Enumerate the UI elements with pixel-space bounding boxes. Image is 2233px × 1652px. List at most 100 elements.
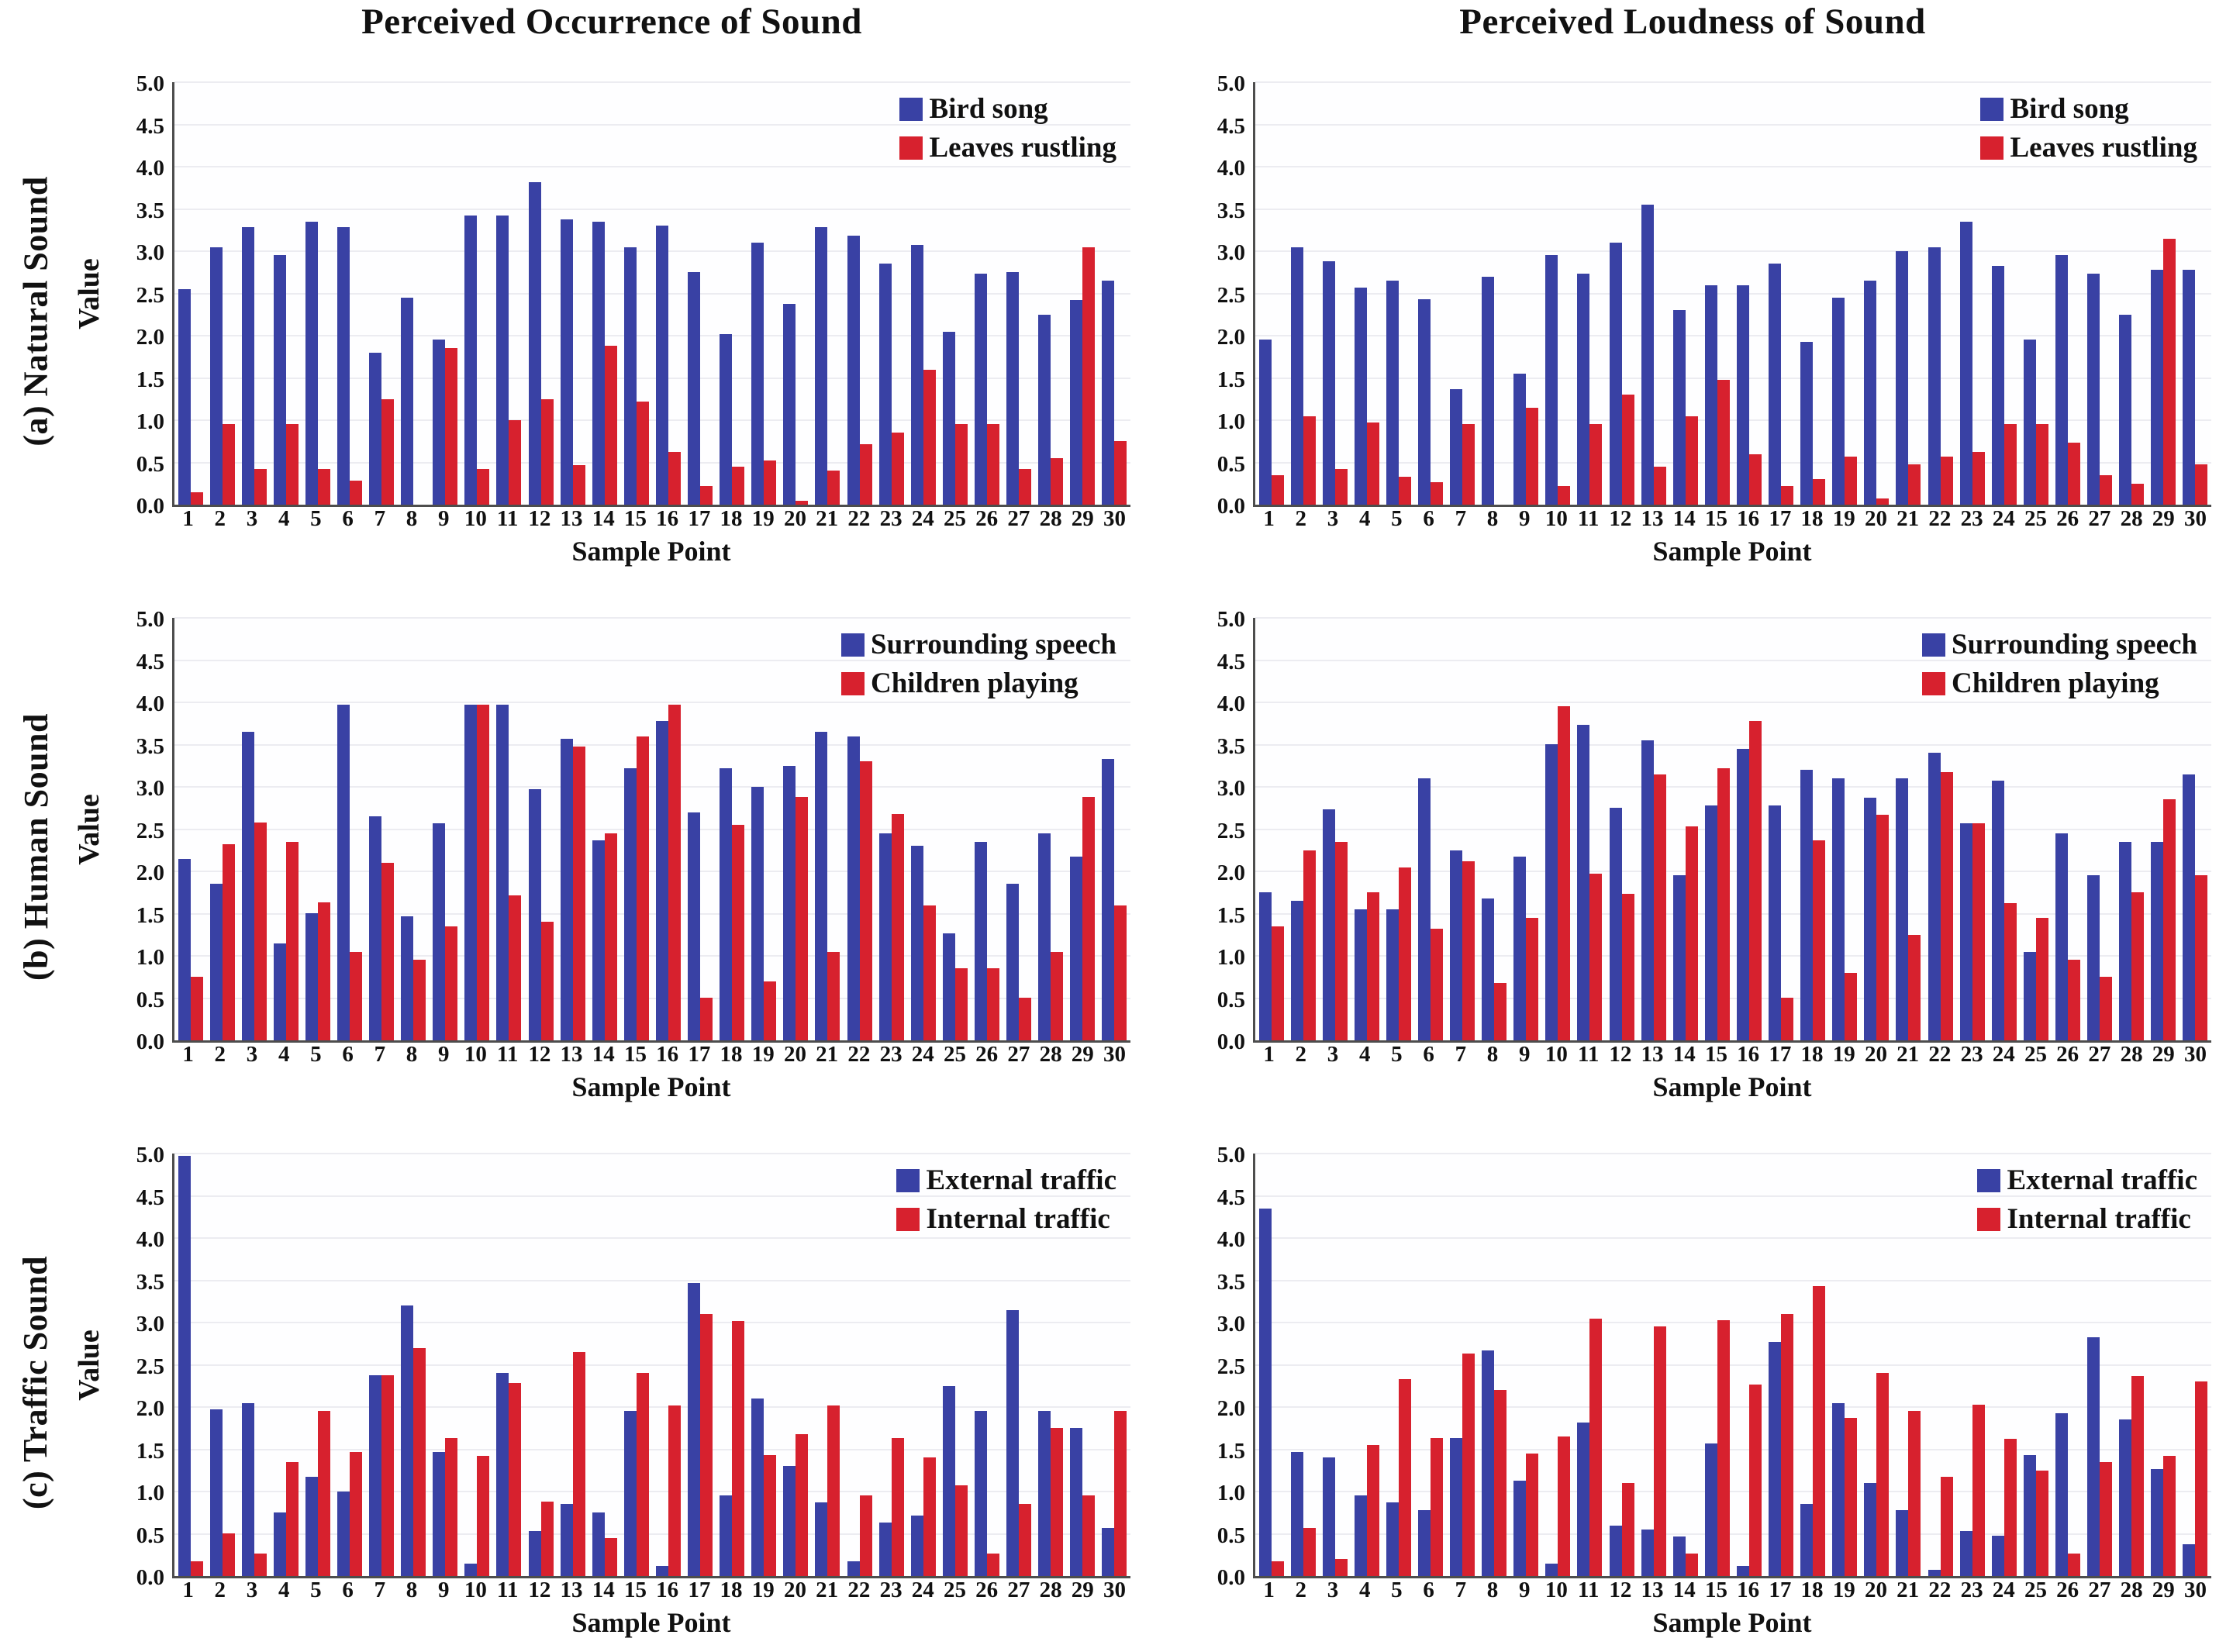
bar-group-7	[366, 618, 398, 1040]
bar-surrounding-speech-s26	[2055, 833, 2068, 1040]
bar-internal-traffic-s5	[1398, 1379, 1411, 1576]
x-tick-label: 23	[1960, 1042, 1983, 1067]
bar-internal-traffic-s8	[1494, 1390, 1507, 1576]
bar-external-traffic-s25	[2023, 1455, 2036, 1576]
y-axis-title-cell: Value	[71, 618, 107, 1040]
bar-internal-traffic-s14	[1685, 1554, 1698, 1576]
bar-group-15	[1701, 618, 1733, 1040]
gridline	[174, 702, 1130, 703]
bar-group-5	[302, 82, 333, 505]
x-axis-ticks: 1 2 3 4 5 6 7 8 9 10 11 12 13 14 15 16 17 18 19 20 21 22 23 24 2…	[172, 1576, 1130, 1604]
bar-group-27	[1003, 1154, 1034, 1576]
y-tick-label: 0.5	[136, 987, 164, 1012]
bar-internal-traffic-s30	[2195, 1381, 2208, 1576]
bar-group-7	[1447, 618, 1479, 1040]
gridline	[1255, 461, 2211, 464]
bar-leaves-rustling-s20	[1876, 498, 1890, 505]
gridline	[174, 786, 1130, 788]
legend-label: Children playing	[871, 667, 1079, 699]
x-tick-label: 15	[623, 506, 647, 531]
bar-group-28	[1035, 618, 1067, 1040]
bar-external-traffic-s11	[496, 1373, 509, 1576]
bar-internal-traffic-s18	[732, 1321, 745, 1576]
x-tick-label: 18	[720, 1042, 743, 1067]
chart-traffic-loudness: 5.0 4.5 4.0 3.5 3.0 2.5 2.0 1.5 1.0 0.5 0.0 Extern…	[1152, 1115, 2233, 1650]
legend-swatch-red	[899, 136, 923, 160]
bar-group-23	[1956, 1154, 1988, 1576]
y-tick-label: 4.5	[1217, 649, 1245, 674]
plot-wrap: Value 5.0 4.5 4.0 3.5 3.0 2.5 2.0 1.5 1.0 0.5 0.0 …	[71, 607, 1152, 1054]
bar-external-traffic-s24	[910, 1516, 923, 1576]
bar-children-playing-s28	[2131, 892, 2145, 1040]
bar-internal-traffic-s24	[923, 1457, 936, 1576]
bars-layer	[174, 618, 1130, 1040]
gridline	[174, 81, 1130, 83]
bar-external-traffic-s23	[1959, 1531, 1972, 1576]
x-tick-label: 5	[310, 1042, 322, 1067]
x-tick-label: 21	[816, 1042, 839, 1067]
bar-group-18	[1797, 82, 1829, 505]
x-tick-label: 11	[496, 506, 519, 531]
x-tick-label: 2	[214, 506, 226, 531]
gridline	[174, 335, 1130, 336]
y-tick-label: 4.5	[1217, 113, 1245, 139]
bar-children-playing-s7	[1462, 861, 1475, 1040]
bar-children-playing-s22	[859, 761, 872, 1040]
x-tick-label: 30	[1103, 1042, 1126, 1067]
x-tick-label: 15	[1704, 506, 1727, 531]
bar-internal-traffic-s11	[1589, 1319, 1603, 1576]
bar-external-traffic-s23	[878, 1523, 892, 1576]
bar-leaves-rustling-s4	[1366, 422, 1379, 505]
bar-internal-traffic-s5	[317, 1411, 330, 1576]
bar-group-4	[1351, 1154, 1382, 1576]
bar-group-14	[588, 618, 620, 1040]
bar-group-9	[430, 1154, 461, 1576]
x-axis-ticks: 1 2 3 4 5 6 7 8 9 10 11 12 13 14 15 16 17 18 19 20 21 22 23 24 2…	[172, 505, 1130, 533]
x-tick-label: 10	[1544, 1578, 1568, 1602]
x-tick-label: 14	[592, 1042, 615, 1067]
bar-external-traffic-s21	[815, 1502, 828, 1576]
bar-group-3	[1319, 1154, 1351, 1576]
bar-group-26	[2052, 82, 2083, 505]
x-tick-label: 9	[437, 506, 450, 531]
x-tick-label: 16	[656, 506, 679, 531]
x-tick-label: 13	[1641, 1042, 1664, 1067]
y-tick-label: 0.0	[1217, 494, 1245, 519]
gridline	[174, 377, 1130, 379]
plot-area: Surrounding speech Children playing	[1253, 617, 2211, 1043]
bar-bird-song-s16	[1736, 285, 1749, 505]
bar-leaves-rustling-s25	[954, 424, 968, 505]
x-axis-ticks: 1 2 3 4 5 6 7 8 9 10 11 12 13 14 15 16 17 18 19 20 21 22 23 24 2…	[1253, 505, 2211, 533]
gridline	[1255, 208, 2211, 210]
bar-bird-song-s15	[623, 247, 637, 505]
bar-leaves-rustling-s22	[1940, 457, 1953, 505]
x-tick-label: 22	[847, 506, 871, 531]
x-tick-label: 12	[1609, 506, 1632, 531]
legend-item: Leaves rustling	[1980, 132, 2197, 164]
bar-group-10	[461, 1154, 493, 1576]
bar-group-14	[588, 82, 620, 505]
x-tick-label: 16	[1737, 506, 1760, 531]
bar-group-20	[780, 1154, 812, 1576]
x-tick-label: 11	[1577, 1042, 1600, 1067]
legend-label: Leaves rustling	[929, 132, 1116, 164]
y-tick-label: 0.5	[1217, 451, 1245, 477]
bar-external-traffic-s3	[1322, 1457, 1335, 1576]
bar-external-traffic-s17	[1769, 1342, 1782, 1576]
x-tick-label: 12	[1609, 1042, 1632, 1067]
bar-internal-traffic-s27	[2099, 1462, 2112, 1576]
gridline	[174, 659, 1130, 661]
x-axis-title: Sample Point	[1652, 536, 1812, 567]
bar-group-21	[812, 1154, 844, 1576]
header-spacer	[0, 0, 71, 43]
gridline	[174, 123, 1130, 126]
bar-internal-traffic-s6	[1431, 1438, 1444, 1576]
bar-bird-song-s3	[1322, 261, 1335, 505]
plot-area: External traffic Internal traffic	[1253, 1153, 2211, 1578]
bar-leaves-rustling-s30	[2195, 464, 2208, 505]
x-tick-label: 22	[847, 1042, 871, 1067]
bar-group-7	[1447, 82, 1479, 505]
legend-label: Internal traffic	[2007, 1203, 2191, 1235]
bar-external-traffic-s6	[1418, 1510, 1431, 1576]
x-tick-label: 3	[246, 1578, 258, 1602]
